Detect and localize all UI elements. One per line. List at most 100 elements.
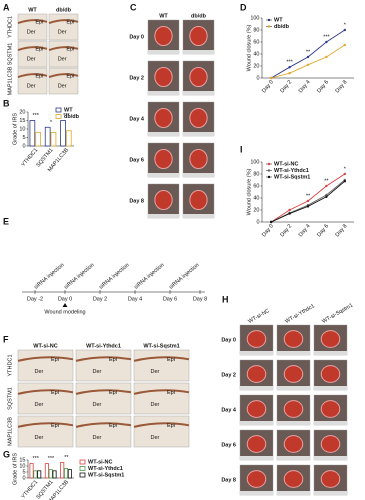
panel-letter: A (3, 2, 10, 12)
row-label: Day 8 (221, 477, 236, 483)
significance: *** (48, 456, 55, 462)
legend-marker (267, 175, 271, 179)
histology-image (133, 415, 190, 448)
point (306, 205, 310, 208)
wound (320, 470, 341, 488)
panel-letter: H (222, 294, 229, 304)
day-label: Day 4 (128, 296, 142, 302)
ruler (314, 421, 347, 425)
legend-label: WT-si-Ythdc1 (88, 466, 123, 472)
y-tick-label: 5 (22, 135, 25, 141)
ruler (314, 456, 347, 460)
row-label: YTHDC1 (7, 354, 13, 376)
y-tick-label: 40 (253, 195, 259, 201)
legend-label: db/db (274, 24, 290, 30)
ruler (277, 386, 310, 390)
wound (320, 365, 341, 383)
legend-label: WT-si-NC (88, 459, 112, 465)
ruler (277, 491, 310, 495)
column-header: WT-si-Sqstm1 (321, 303, 354, 325)
y-tick-label: 10 (19, 463, 25, 469)
significance: *** (286, 60, 293, 66)
row-label: SQSTM1 (7, 43, 13, 66)
image-label: Der (35, 369, 44, 375)
y-axis-label: Grade of IRS (12, 453, 18, 485)
legend-label: db/db (64, 114, 80, 120)
image-label: Der (27, 57, 36, 63)
epidermis-band (48, 19, 79, 25)
ruler (183, 214, 214, 218)
legend-label: WT-si-Sqstm1 (88, 472, 124, 478)
row-label: Day 4 (129, 116, 145, 122)
ruler (148, 91, 179, 95)
epidermis-band (17, 73, 48, 79)
arrow (62, 303, 68, 307)
panel-letter: D (240, 2, 247, 12)
panel-letter: G (3, 449, 10, 459)
significance: *** (63, 113, 70, 119)
y-tick-label: 60 (253, 39, 259, 45)
image-label: Der (58, 30, 67, 36)
panel-letter: F (3, 334, 9, 344)
ruler (240, 386, 273, 390)
day-label: Day 6 (163, 296, 177, 302)
point (306, 55, 310, 59)
row-label: Day 6 (221, 442, 236, 448)
bar (44, 463, 49, 479)
histology-image (75, 349, 132, 382)
y-tick-label: 0 (256, 75, 259, 81)
point (288, 212, 291, 215)
y-tick-label: 10 (19, 126, 25, 132)
histology-image (17, 349, 74, 382)
image-label: Epi (51, 390, 59, 396)
bar (48, 469, 53, 479)
point (343, 28, 346, 32)
row-label: YTHDC1 (7, 16, 13, 38)
epidermis-band (75, 422, 132, 428)
row-label: Day 2 (221, 372, 236, 378)
column-header: WT-si-NC (247, 308, 271, 325)
injection-label: siRNA injection (63, 262, 95, 290)
y-tick-label: 15 (19, 457, 25, 463)
epidermis-band (17, 389, 74, 395)
day-label: Day 8 (193, 296, 207, 302)
y-tick-label: 80 (253, 171, 259, 177)
image-label: Epi (167, 390, 175, 396)
image-label: Epi (35, 19, 43, 25)
epidermis-band (75, 356, 132, 362)
injection-label: siRNA injection (33, 262, 65, 290)
legend-label: WT (274, 17, 283, 23)
wound (189, 148, 208, 170)
ruler (183, 132, 214, 136)
row-label: MAP1LC3B (7, 66, 13, 95)
image-label: Epi (167, 423, 175, 429)
image-label: Epi (109, 390, 117, 396)
image-label: Epi (35, 46, 43, 52)
histology-image (48, 13, 79, 41)
row-label: Day 0 (129, 34, 144, 40)
wound (283, 365, 304, 383)
y-tick-label: 60 (253, 183, 259, 189)
legend-label: WT (64, 107, 73, 113)
legend-marker (267, 162, 271, 166)
column-header: db/db (191, 13, 207, 19)
histology-image (75, 415, 132, 448)
day-label: Day -2 (27, 296, 43, 302)
ruler (314, 386, 347, 390)
epidermis-band (133, 389, 190, 395)
image-label: Der (27, 30, 36, 36)
significance: ** (64, 455, 69, 461)
image-label: Der (35, 435, 44, 441)
legend-swatch (79, 466, 86, 471)
significance: ** (306, 193, 311, 199)
point (325, 193, 328, 197)
wound (154, 107, 173, 129)
image-label: Epi (35, 73, 43, 79)
row-label: Day 4 (221, 407, 237, 413)
image-label: Epi (66, 19, 74, 25)
column-header: WT-si-Sqstm1 (143, 343, 179, 349)
point (270, 76, 273, 80)
epidermis-band (17, 19, 48, 25)
image-label: Der (58, 84, 67, 90)
image-label: Der (35, 402, 44, 408)
